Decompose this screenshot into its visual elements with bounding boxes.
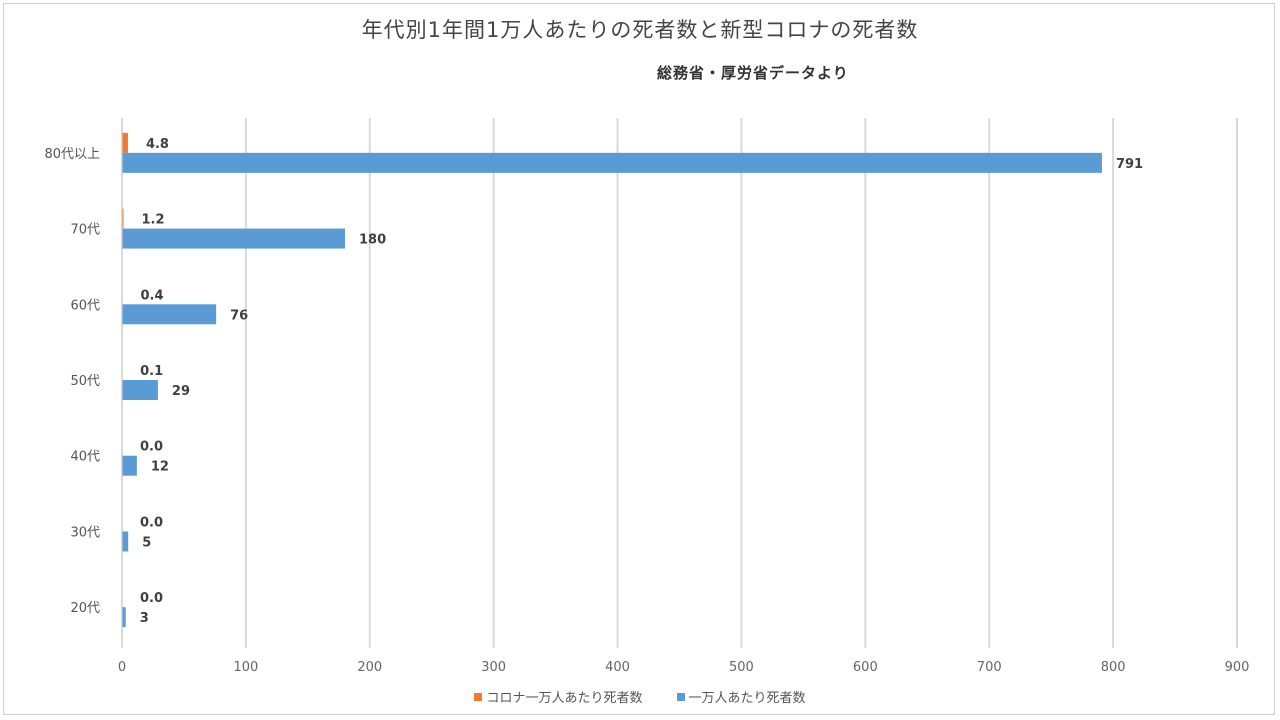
bar-all-deaths [122,380,158,400]
bar-all-deaths [122,152,1102,173]
legend-label-covid: コロナ一万人あたり死者数 [486,691,643,706]
x-tick-label: 600 [853,660,878,675]
chart-subtitle: 総務省・厚労省データより [657,64,849,82]
data-label-all-deaths: 180 [359,233,386,248]
bar-all-deaths [122,228,345,249]
data-label-all-deaths: 29 [172,384,190,399]
gridlines [121,118,1238,648]
y-category-label: 50代 [70,374,100,389]
x-tick-label: 500 [729,660,754,675]
data-label-covid: 4.8 [146,137,169,152]
data-label-all-deaths: 76 [230,308,248,323]
x-tick-label: 700 [977,660,1002,675]
data-labels: 4.8 791 1.2 180 0.4 76 0.1 29 0.0 12 0.0 5 0.0 3 [140,137,1143,626]
data-label-covid: 0.0 [140,591,163,606]
bar-all-deaths [122,607,126,628]
legend-swatch-all-deaths [676,692,685,701]
data-label-covid: 0.0 [140,440,163,455]
data-label-covid: 0.0 [140,515,163,530]
bar-covid [122,132,128,153]
y-category-label: 80代以上 [44,147,100,162]
x-tick-label: 400 [605,660,630,675]
y-category-label: 70代 [70,223,100,238]
legend-swatch-covid [474,692,483,701]
x-tick-label: 0 [118,660,126,675]
y-category-label: 20代 [70,601,100,616]
data-label-all-deaths: 5 [142,535,151,550]
x-tick-label: 100 [233,660,258,675]
bar-all-deaths [122,455,137,476]
bar-all-deaths [122,304,217,325]
x-tick-label: 900 [1225,660,1250,675]
x-tick-label: 800 [1101,660,1126,675]
axes: 0 100 200 300 400 500 600 700 800 900 80代以上 70代 60代 5… [44,118,1249,675]
data-label-covid: 0.4 [140,288,163,303]
chart-frame [3,3,1275,715]
bars [122,132,1102,628]
x-tick-label: 300 [481,660,506,675]
legend-item-all-deaths: 一万人あたり死者数 [676,687,806,706]
data-label-all-deaths: 791 [1116,157,1143,172]
data-label-all-deaths: 12 [151,460,169,475]
y-category-label: 30代 [70,525,100,540]
legend-item-covid: コロナ一万人あたり死者数 [474,687,643,706]
y-category-label: 40代 [70,450,100,465]
data-label-covid: 0.1 [140,364,163,379]
legend: コロナ一万人あたり死者数 一万人あたり死者数 [0,687,1280,706]
x-tick-label: 200 [357,660,382,675]
bar-covid [122,208,124,229]
chart-title: 年代別1年間1万人あたりの死者数と新型コロナの死者数 [361,18,919,42]
y-category-label: 60代 [70,298,100,313]
data-label-covid: 1.2 [141,213,164,228]
legend-label-all-deaths: 一万人あたり死者数 [688,691,806,706]
bar-all-deaths [122,531,129,552]
data-label-all-deaths: 3 [140,611,149,626]
